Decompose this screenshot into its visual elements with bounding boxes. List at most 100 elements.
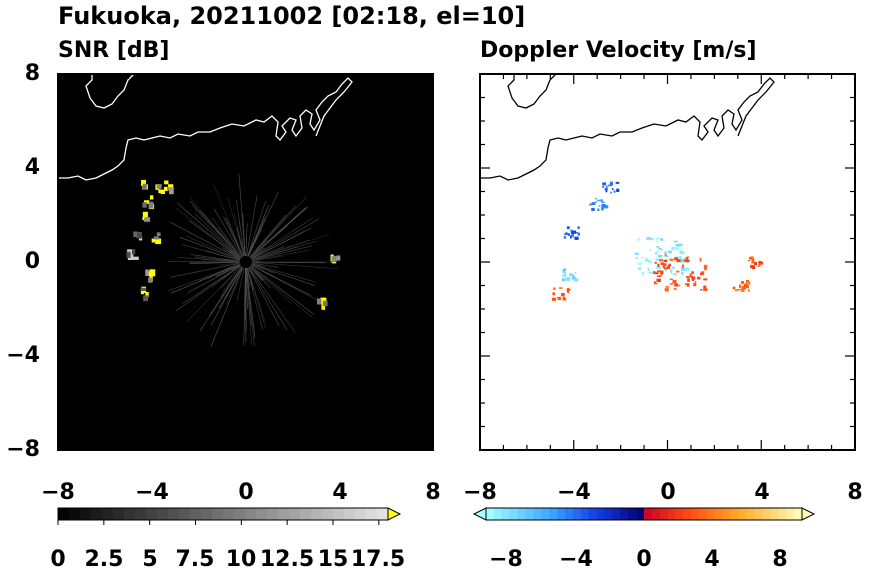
doppler-echo — [678, 284, 681, 287]
doppler-echo — [659, 258, 663, 262]
doppler-echo — [557, 296, 561, 299]
doppler-cbar-swatch — [604, 508, 613, 520]
doppler-echo — [650, 237, 654, 240]
snr-clutter-ray — [231, 264, 241, 271]
snr-clutter-ray — [170, 262, 240, 278]
doppler-echo — [757, 265, 761, 267]
snr-clutter-ray — [210, 267, 244, 348]
snr-ytick-minus8: −8 — [6, 437, 40, 462]
snr-echo — [331, 256, 337, 263]
doppler-echo — [654, 261, 657, 264]
doppler-echo — [669, 258, 674, 261]
snr-clutter-ray — [169, 221, 241, 260]
doppler-echo — [656, 270, 662, 273]
snr-cbar-swatch — [91, 508, 103, 520]
snr-clutter-ray — [222, 266, 243, 292]
snr-cbar-swatch — [69, 508, 81, 520]
doppler-cbar-swatch — [486, 508, 495, 520]
snr-echo — [148, 201, 154, 209]
doppler-echo — [552, 292, 556, 296]
doppler-echo — [653, 282, 658, 285]
doppler-panel-title: Doppler Velocity [m/s] — [480, 38, 757, 63]
doppler-cbar-swatch — [501, 508, 510, 520]
doppler-echo — [660, 248, 663, 251]
snr-clutter-ray — [251, 255, 284, 262]
snr-echo — [153, 236, 160, 240]
snr-ytick-minus4: −4 — [6, 343, 40, 368]
doppler-echo — [685, 256, 688, 261]
doppler-echo — [748, 257, 752, 260]
snr-echo — [158, 189, 164, 194]
doppler-echo — [597, 208, 600, 212]
doppler-colorbar — [472, 507, 816, 521]
snr-cbar-swatch — [267, 508, 279, 520]
snr-clutter-ray — [250, 264, 273, 277]
snr-cbar-swatch — [223, 508, 235, 520]
doppler-echo — [654, 281, 656, 284]
doppler-echo — [602, 185, 605, 188]
doppler-echo — [751, 265, 756, 270]
doppler-echo — [597, 199, 601, 202]
doppler-cbar-swatch — [572, 508, 582, 520]
snr-echo — [127, 254, 134, 261]
snr-clutter-ray — [250, 217, 314, 259]
doppler-echo — [667, 250, 672, 254]
doppler-cbar-swatch — [651, 508, 661, 520]
doppler-echo — [740, 281, 745, 284]
doppler-cbar-swatch — [754, 508, 763, 520]
doppler-echo — [553, 287, 556, 291]
snr-cbar-swatch — [344, 508, 356, 520]
doppler-echo — [664, 251, 667, 255]
snr-cbar-swatch — [322, 508, 334, 520]
snr-cbar-swatch — [355, 508, 367, 520]
doppler-echo — [761, 261, 764, 265]
doppler-echo — [562, 269, 566, 273]
doppler-cbar-swatch — [620, 508, 629, 520]
snr-echo — [164, 180, 169, 185]
snr-clutter-ray — [250, 263, 275, 274]
doppler-echo — [635, 257, 638, 260]
snr-clutter-ray — [246, 267, 267, 329]
snr-clutter-ray — [251, 263, 316, 286]
doppler-echo — [604, 205, 609, 209]
doppler-echo — [692, 279, 695, 282]
doppler-echo — [664, 255, 669, 257]
doppler-echo — [600, 199, 603, 202]
snr-clutter-ray — [236, 227, 245, 257]
doppler-cbar-swatch — [628, 508, 637, 520]
doppler-echo — [616, 188, 620, 193]
snr-ytick-4: 4 — [25, 155, 40, 180]
doppler-echo — [685, 260, 689, 264]
doppler-echo — [754, 262, 757, 266]
snr-clutter-ray — [210, 265, 241, 289]
snr-echo — [127, 249, 134, 255]
doppler-echo — [679, 243, 682, 245]
snr-cbar-swatch — [80, 508, 92, 520]
doppler-echo — [676, 256, 681, 258]
doppler-echo — [574, 278, 579, 282]
snr-clutter-ray — [246, 267, 263, 330]
doppler-echo — [605, 188, 608, 193]
snr-ytick-8: 8 — [25, 61, 40, 86]
radar-site-marker — [240, 256, 252, 268]
snr-clutter-ray — [231, 252, 241, 259]
doppler-echo — [734, 289, 739, 291]
doppler-echo — [607, 184, 611, 187]
snr-clutter-ray — [249, 249, 259, 259]
snr-cbar-label-15: 15 — [318, 547, 349, 570]
snr-cbar-swatch — [135, 508, 147, 520]
doppler-echo — [691, 271, 695, 275]
snr-cbar-swatch — [377, 508, 389, 520]
doppler-echo — [602, 182, 606, 186]
snr-clutter-ray — [246, 195, 258, 257]
doppler-echo — [663, 267, 668, 270]
snr-clutter-ray — [177, 202, 242, 259]
doppler-cbar-swatch — [770, 508, 779, 520]
doppler-echo — [691, 276, 696, 280]
snr-clutter-ray — [247, 205, 270, 257]
snr-clutter-ray — [199, 263, 241, 282]
snr-coastline — [58, 77, 353, 181]
doppler-echo — [679, 256, 682, 259]
doppler-echo — [681, 271, 684, 275]
doppler-cbar-swatch — [778, 508, 787, 520]
